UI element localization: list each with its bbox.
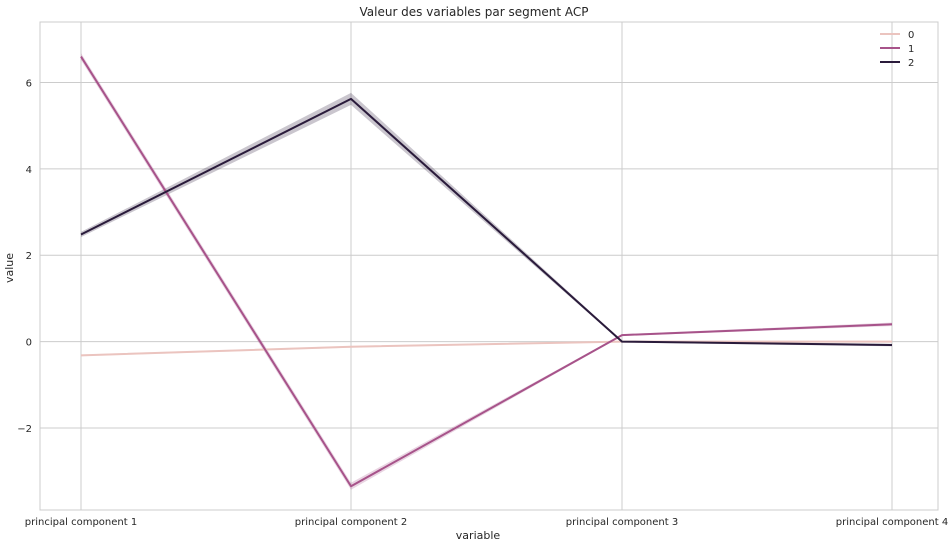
- series-lines: [80, 56, 893, 488]
- chart-title: Valeur des variables par segment ACP: [359, 5, 588, 19]
- x-tick-label: principal component 4: [836, 517, 948, 528]
- x-tick-label: principal component 3: [566, 517, 678, 528]
- plot-frame: [39, 21, 939, 511]
- y-tick-labels: −2 0 2 4 6: [17, 78, 32, 434]
- y-tick-label: 2: [26, 251, 32, 262]
- y-axis-label: value: [3, 253, 16, 283]
- series-line-0: [80, 340, 892, 357]
- x-tick-label: principal component 2: [295, 517, 407, 528]
- legend-label-0: 0: [908, 30, 914, 41]
- y-tick-label: 4: [26, 165, 32, 176]
- legend-label-2: 2: [908, 58, 914, 69]
- legend-label-1: 1: [908, 44, 914, 55]
- y-tick-label: 6: [26, 78, 32, 89]
- x-tick-label: principal component 1: [25, 517, 137, 528]
- y-tick-label: 0: [26, 338, 32, 349]
- legend: 0 1 2: [880, 30, 914, 69]
- x-axis-label: variable: [456, 529, 501, 542]
- series-line-2: [80, 97, 893, 347]
- x-tick-labels: principal component 1 principal component…: [25, 517, 948, 528]
- y-tick-label: −2: [17, 424, 32, 435]
- series-line-1: [80, 56, 893, 488]
